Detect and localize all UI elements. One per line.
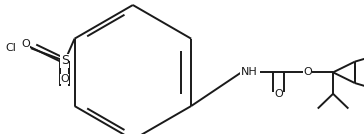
Text: S: S	[61, 54, 69, 68]
Text: Cl: Cl	[5, 43, 16, 53]
Text: O: O	[60, 74, 69, 84]
Text: O: O	[274, 89, 283, 99]
Text: O: O	[21, 39, 30, 49]
Text: O: O	[303, 67, 312, 77]
Text: NH: NH	[241, 67, 258, 77]
